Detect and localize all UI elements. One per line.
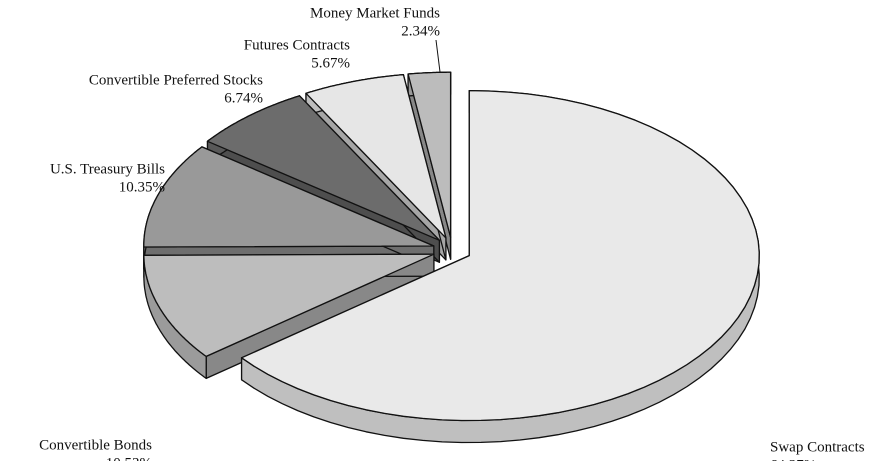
slice-value-label: 10.35% <box>119 179 165 195</box>
slice-label: U.S. Treasury Bills <box>50 161 165 177</box>
slice <box>305 74 447 239</box>
slice-value-label: 6.74% <box>224 90 263 106</box>
slice-label: Swap Contracts <box>770 439 865 455</box>
slice-value-label: 5.67% <box>311 55 350 71</box>
slice <box>407 71 452 238</box>
slice <box>143 253 435 358</box>
slice-value-label: 10.53% <box>106 455 152 461</box>
slice-value-label: 2.34% <box>401 23 440 39</box>
slice-value-label: 64.37% <box>770 457 816 461</box>
slice <box>206 95 441 241</box>
slice <box>240 89 760 422</box>
slice-label: Futures Contracts <box>244 37 350 53</box>
leader-line <box>435 39 441 73</box>
slice-label: Money Market Funds <box>310 5 440 21</box>
slice-label: Convertible Bonds <box>39 437 152 453</box>
slice-label: Convertible Preferred Stocks <box>89 72 263 88</box>
slice <box>143 146 435 248</box>
